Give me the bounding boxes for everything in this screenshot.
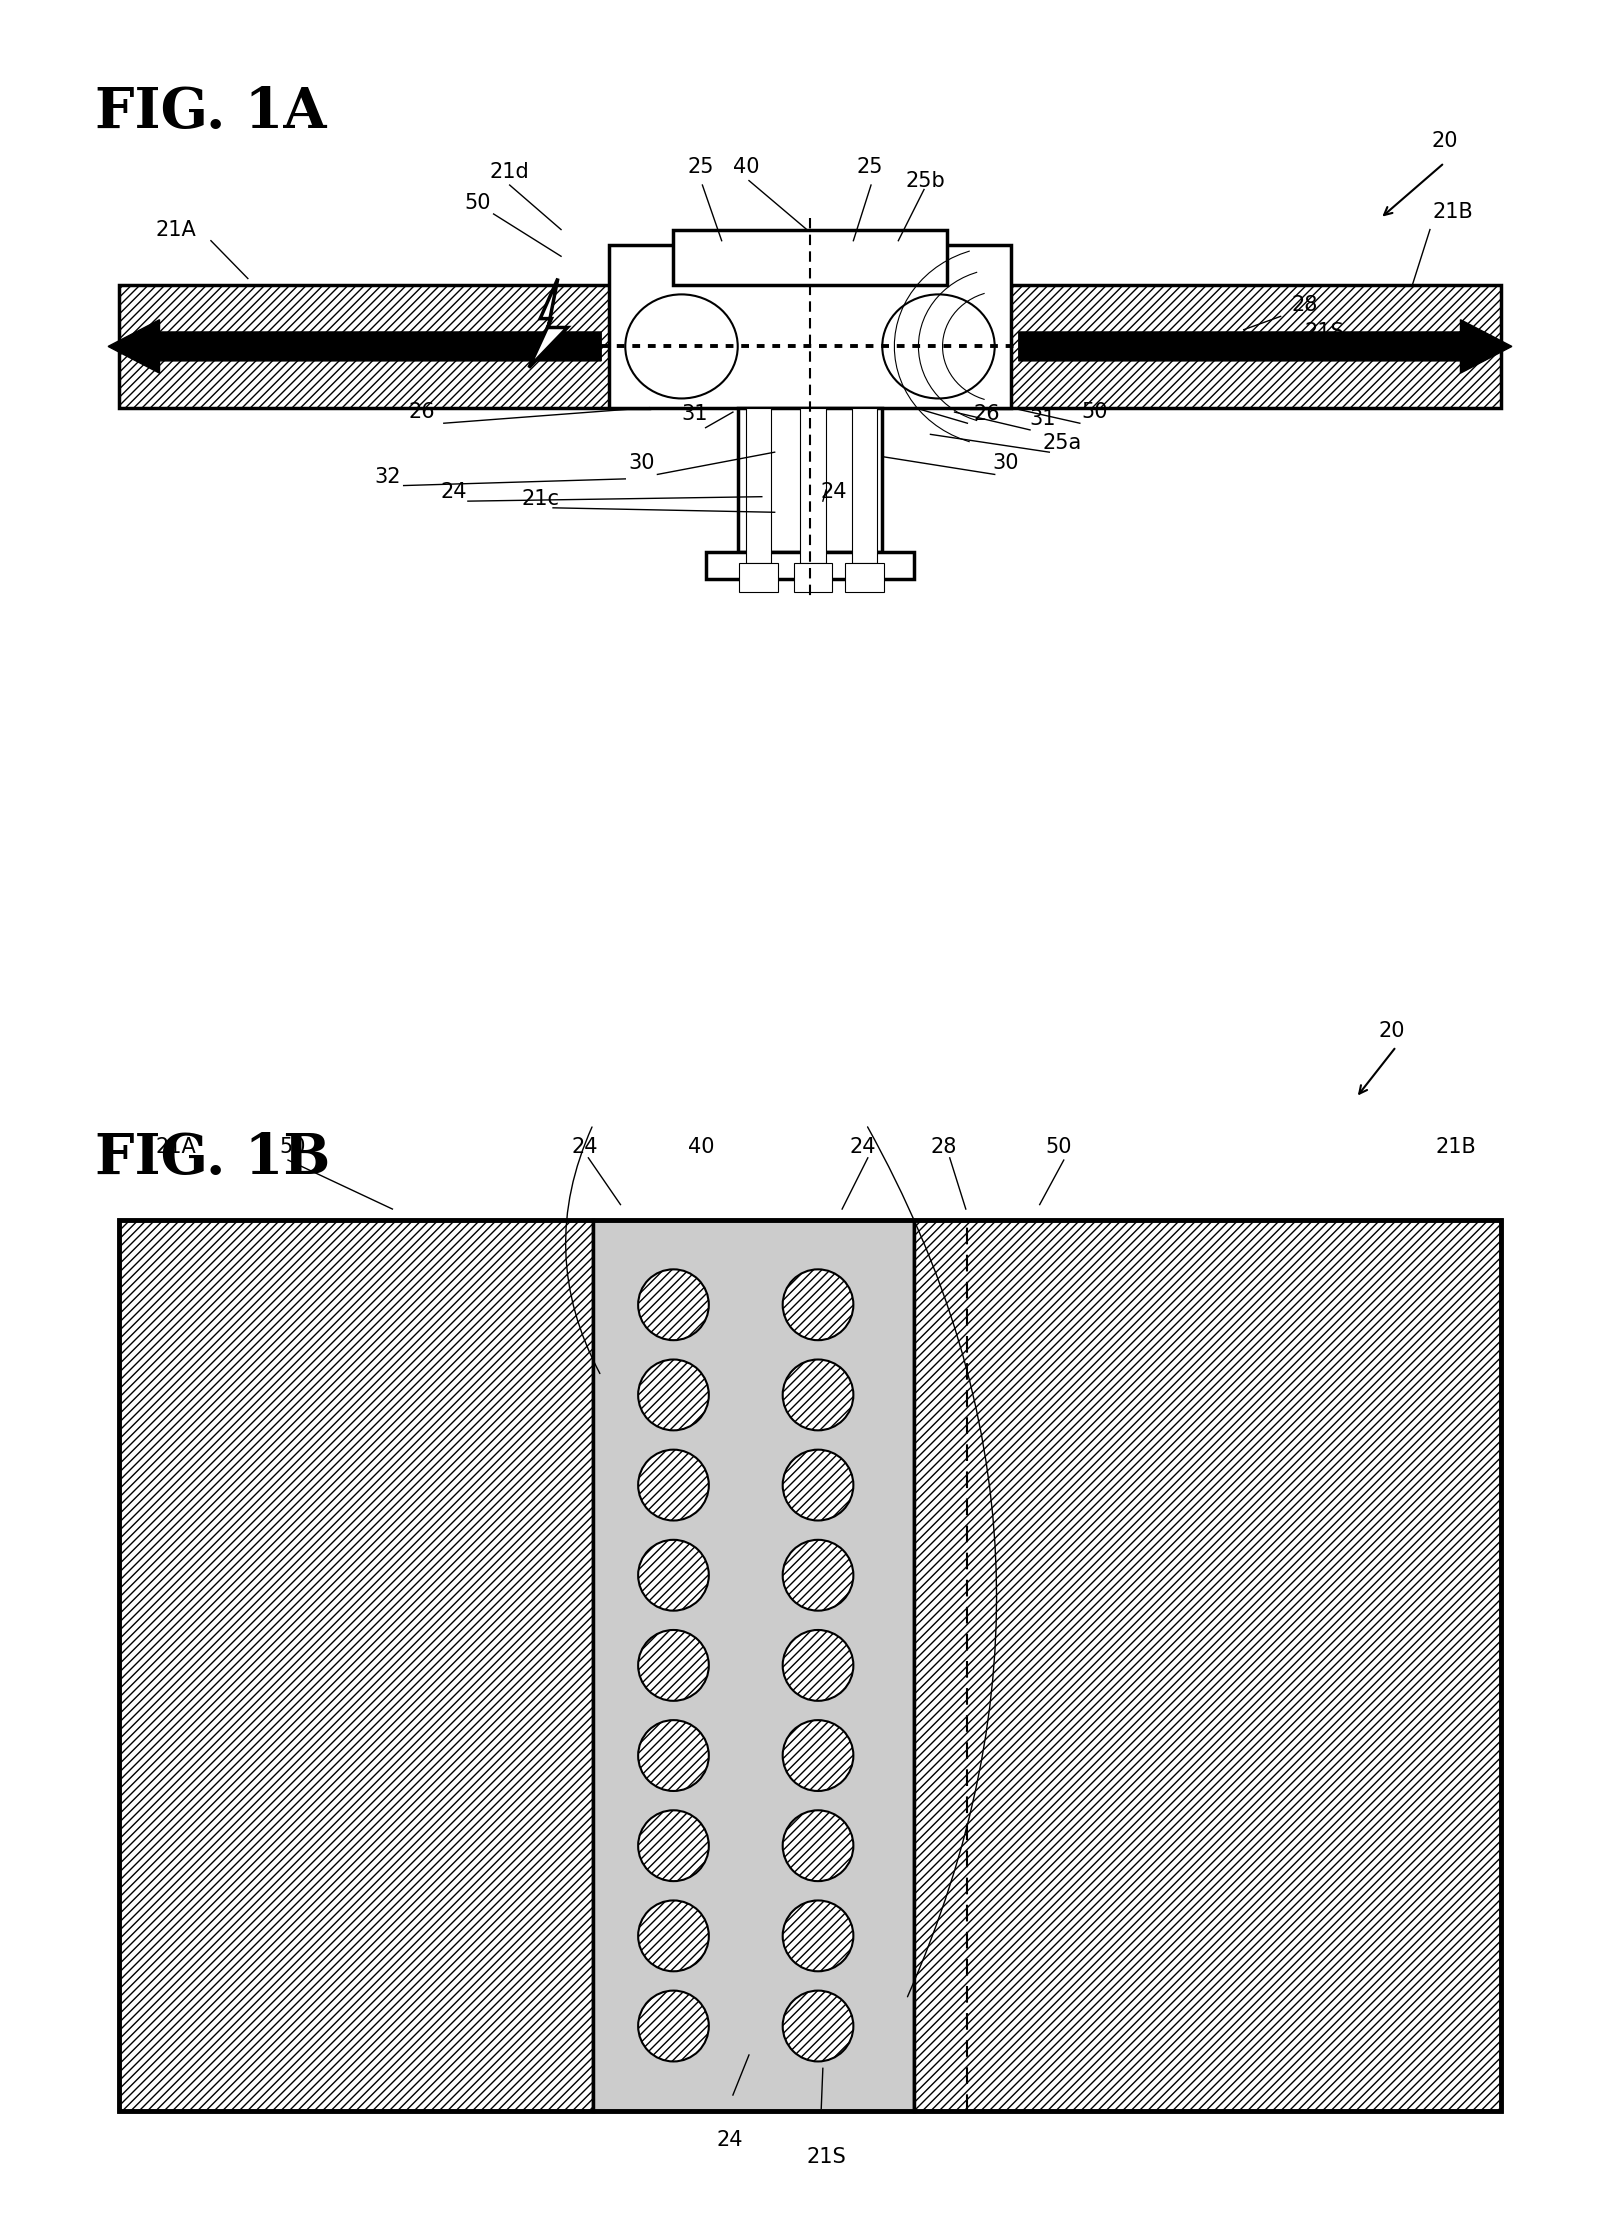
Text: 21c: 21c xyxy=(522,488,559,508)
Ellipse shape xyxy=(883,293,995,399)
Text: FIG. 1A: FIG. 1A xyxy=(96,85,327,139)
Text: 21S: 21S xyxy=(807,2148,846,2168)
Text: 30: 30 xyxy=(629,452,654,473)
Text: 50: 50 xyxy=(280,1136,306,1156)
Bar xyxy=(794,564,833,591)
Ellipse shape xyxy=(638,1360,710,1431)
Text: 25: 25 xyxy=(857,157,883,177)
Bar xyxy=(593,1221,914,2110)
Bar xyxy=(914,1221,1500,2110)
Bar xyxy=(852,408,878,564)
Bar xyxy=(674,228,946,284)
Text: 25: 25 xyxy=(687,157,714,177)
Polygon shape xyxy=(530,278,567,367)
Text: 50: 50 xyxy=(1045,1136,1072,1156)
Bar xyxy=(914,1221,1500,2110)
Text: 31: 31 xyxy=(1030,408,1056,428)
Text: 20: 20 xyxy=(1430,130,1458,150)
Ellipse shape xyxy=(782,1810,854,1882)
Ellipse shape xyxy=(782,1539,854,1611)
Ellipse shape xyxy=(782,1449,854,1521)
Ellipse shape xyxy=(625,293,737,399)
Bar xyxy=(120,1221,1500,2110)
Text: 26: 26 xyxy=(408,403,434,421)
Text: 24: 24 xyxy=(441,482,467,502)
Ellipse shape xyxy=(782,1270,854,1340)
Text: 28: 28 xyxy=(1291,296,1317,316)
Text: 24: 24 xyxy=(572,1136,598,1156)
Bar xyxy=(120,1221,593,2110)
Bar xyxy=(120,1221,593,2110)
Bar xyxy=(800,408,826,564)
Bar xyxy=(120,284,650,408)
Bar xyxy=(706,553,914,580)
Text: 50: 50 xyxy=(465,193,491,213)
Ellipse shape xyxy=(782,1720,854,1792)
Ellipse shape xyxy=(638,1631,710,1700)
Text: 28: 28 xyxy=(930,1136,956,1156)
Ellipse shape xyxy=(638,1991,710,2061)
Ellipse shape xyxy=(638,1810,710,1882)
Text: 21S: 21S xyxy=(1304,323,1345,343)
FancyArrow shape xyxy=(109,320,601,374)
Ellipse shape xyxy=(782,1991,854,2061)
Bar xyxy=(846,564,885,591)
Bar xyxy=(609,244,1011,408)
Ellipse shape xyxy=(638,1900,710,1971)
Bar xyxy=(737,408,883,553)
Text: 30: 30 xyxy=(993,452,1019,473)
Bar xyxy=(970,284,1500,408)
Ellipse shape xyxy=(638,1449,710,1521)
Text: 21d: 21d xyxy=(489,161,530,181)
Text: 21B: 21B xyxy=(1432,202,1473,222)
Bar xyxy=(970,284,1500,408)
Text: 24: 24 xyxy=(821,482,847,502)
Ellipse shape xyxy=(638,1270,710,1340)
Ellipse shape xyxy=(638,1720,710,1792)
Text: 25a: 25a xyxy=(1043,432,1082,452)
Bar xyxy=(739,564,778,591)
Bar xyxy=(120,284,650,408)
Text: 26: 26 xyxy=(974,405,1000,423)
Text: 40: 40 xyxy=(732,157,760,177)
Text: 50: 50 xyxy=(1081,403,1108,421)
Text: 25b: 25b xyxy=(906,170,946,190)
Text: 21A: 21A xyxy=(156,220,196,240)
FancyArrow shape xyxy=(1019,320,1511,374)
Text: 20: 20 xyxy=(1379,1021,1405,1042)
Text: 24: 24 xyxy=(716,2130,744,2150)
Ellipse shape xyxy=(782,1900,854,1971)
Bar xyxy=(745,408,771,564)
Text: 31: 31 xyxy=(680,405,708,423)
Text: 24: 24 xyxy=(850,1136,876,1156)
Ellipse shape xyxy=(782,1631,854,1700)
Text: 32: 32 xyxy=(374,466,400,486)
Text: 21A: 21A xyxy=(156,1136,196,1156)
Ellipse shape xyxy=(638,1539,710,1611)
Ellipse shape xyxy=(782,1360,854,1431)
Text: FIG. 1B: FIG. 1B xyxy=(96,1131,330,1187)
Text: 21B: 21B xyxy=(1435,1136,1476,1156)
Text: 40: 40 xyxy=(687,1136,714,1156)
